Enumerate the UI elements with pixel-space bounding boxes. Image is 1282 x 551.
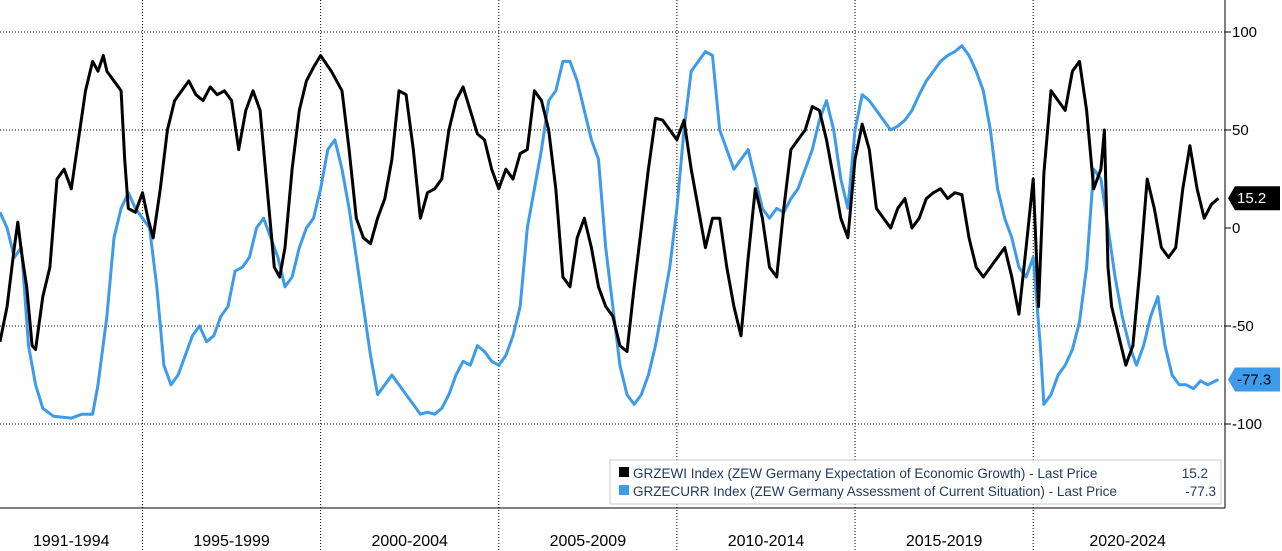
x-group-label-3: 2005-2009 [550,533,627,550]
y-tick-label-1: 50 [1232,122,1249,139]
y-tick-label-3: -50 [1232,318,1254,335]
legend-label-current: GRZECURR Index (ZEW Germany Assessment o… [633,484,1117,499]
x-group-label-1: 1995-1999 [193,533,270,550]
callout-growth-last-value: 15.2 [1228,186,1280,211]
era-dividers [142,0,1034,551]
x-axis: 1991-1994 1995-1999 2000-2004 2005-2009 2010… [33,533,1166,550]
series-layer [0,44,1220,420]
legend-value-growth: 15.2 [1182,466,1208,481]
plot-area-frame [0,0,1226,509]
legend-label-growth: GRZEWI Index (ZEW Germany Expectation of… [633,466,1097,481]
series-line-0 [0,54,1220,367]
callout-current-value: -77.3 [1237,372,1271,389]
y-tick-label-4: -100 [1232,416,1262,433]
x-group-label-0: 1991-1994 [33,533,110,550]
legend-swatch-black [619,467,629,477]
y-tick-label-2: 0 [1232,220,1240,237]
y-tick-label-0: 100 [1232,24,1257,41]
legend: GRZEWI Index (ZEW Germany Expectation of… [609,459,1222,505]
legend-value-current: -77.3 [1185,484,1216,499]
callout-current-badge [1228,367,1280,392]
x-group-label-6: 2020-2024 [1089,533,1166,550]
x-group-label-2: 2000-2004 [371,533,448,550]
legend-swatch-blue [619,485,629,495]
callout-growth-value: 15.2 [1237,190,1266,207]
legend-box [609,459,1222,505]
grid-lines [0,31,1225,425]
y-axis: 100 50 0 -50 -100 [1225,24,1262,433]
x-group-label-5: 2015-2019 [906,533,983,550]
callout-growth-badge [1228,186,1280,211]
x-group-label-4: 2010-2014 [728,533,805,550]
callout-current-last-value: -77.3 [1228,367,1280,392]
series-line-1 [0,44,1220,420]
